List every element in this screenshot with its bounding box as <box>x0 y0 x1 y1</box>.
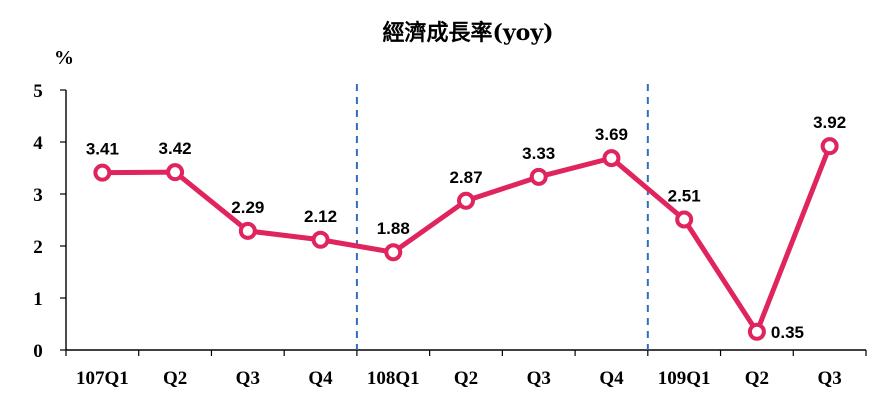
data-labels: 3.41 3.42 2.29 2.12 1.88 2.87 3.33 3.69 2.51 0.35… <box>86 113 846 342</box>
x-tick-label: Q2 <box>745 368 769 389</box>
data-label: 2.51 <box>668 186 701 205</box>
year-dividers <box>355 84 649 350</box>
data-point <box>311 230 330 249</box>
y-tick-label: 5 <box>33 81 43 102</box>
x-tick-label: 109Q1 <box>658 368 711 389</box>
data-label: 0.35 <box>771 323 804 342</box>
y-tick-label: 3 <box>33 185 43 206</box>
data-label: 1.88 <box>377 219 410 238</box>
x-tick-label: Q2 <box>163 368 187 389</box>
x-tick-label: 107Q1 <box>76 368 129 389</box>
data-label: 3.33 <box>522 144 555 163</box>
axes: 0 1 2 3 4 5 107Q1 Q2 Q3 Q4 108Q1 Q2 Q3 Q4 109Q1 Q2 Q3 <box>33 81 867 389</box>
chart-title: 經濟成長率(yoy) <box>382 20 553 46</box>
y-tick-label: 4 <box>33 133 43 154</box>
data-point <box>166 163 185 182</box>
data-point <box>820 137 839 156</box>
y-axis-unit-label: % <box>54 47 74 69</box>
x-tick-label: Q4 <box>599 368 624 389</box>
x-tick-label: Q4 <box>308 368 333 389</box>
y-tick-label: 2 <box>33 237 43 258</box>
x-tick-label: Q3 <box>236 368 260 389</box>
data-label: 3.69 <box>595 125 628 144</box>
data-point <box>93 163 112 182</box>
x-tick-label: Q3 <box>527 368 551 389</box>
data-label: 3.42 <box>159 139 192 158</box>
series-layer <box>93 137 839 341</box>
y-tick-label: 0 <box>33 341 43 362</box>
data-label: 3.92 <box>813 113 846 132</box>
data-point <box>457 191 475 210</box>
x-tick-label: 108Q1 <box>367 368 420 389</box>
data-label: 3.41 <box>86 140 119 159</box>
data-point <box>602 149 621 168</box>
y-tick-label: 1 <box>33 289 43 310</box>
data-point <box>747 322 766 341</box>
data-label: 2.87 <box>449 168 482 187</box>
data-point <box>529 167 548 186</box>
data-point <box>384 243 403 262</box>
data-point <box>675 210 694 229</box>
data-point <box>238 221 257 240</box>
x-tick-label: Q2 <box>454 368 478 389</box>
x-tick-label: Q3 <box>817 368 841 389</box>
data-label: 2.12 <box>304 207 337 226</box>
data-label: 2.29 <box>231 198 264 217</box>
